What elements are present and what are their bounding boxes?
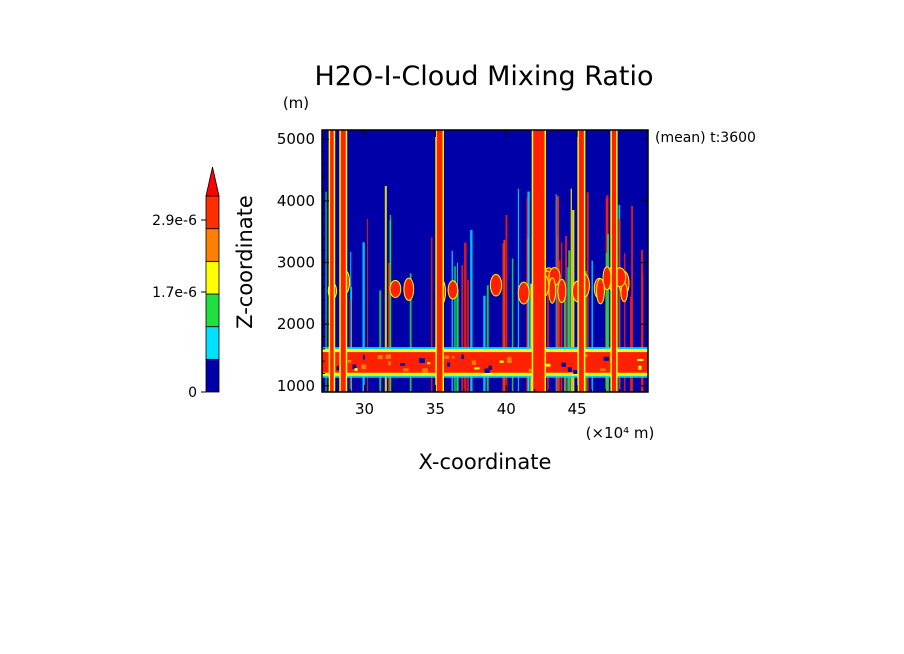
layer-texture: [444, 355, 450, 359]
layer-texture: [474, 367, 480, 370]
layer-texture: [403, 368, 409, 372]
layer-texture: [567, 367, 572, 372]
layer-texture: [451, 356, 455, 359]
y-tick-label: 3000: [277, 254, 315, 272]
layer-texture: [637, 358, 644, 362]
cloud-tower: [611, 130, 617, 392]
layer-texture: [427, 362, 431, 365]
layer-texture: [499, 360, 504, 363]
y-tick-label: 5000: [277, 130, 315, 148]
field-blob: [557, 278, 567, 304]
layer-texture: [354, 368, 358, 371]
colorbar-label: 0: [188, 385, 197, 401]
x-axis-unit: (×10⁴ m): [586, 424, 655, 442]
layer-texture: [352, 364, 357, 369]
colorbar-segment: [205, 260, 220, 295]
cloud-tower: [436, 130, 443, 392]
colorbar-label: 1.7e-6: [152, 285, 197, 301]
layer-texture: [484, 368, 490, 373]
y-axis-label: Z-coordinate: [233, 195, 257, 329]
layer-texture: [528, 368, 534, 372]
layer-texture: [506, 357, 512, 362]
y-unit-label: (m): [283, 94, 309, 112]
layer-texture: [561, 362, 566, 367]
colorbar-segment: [205, 358, 220, 393]
layer-texture: [347, 359, 352, 363]
field-blob: [489, 273, 503, 297]
layer-texture: [488, 365, 493, 370]
cloud-tower: [578, 130, 584, 392]
layer-texture: [447, 362, 451, 367]
cloud-tower: [340, 130, 346, 392]
colorbar-segment: [205, 195, 220, 230]
layer-texture: [362, 354, 365, 360]
layer-texture: [600, 368, 606, 372]
layer-texture: [399, 362, 406, 366]
colorbar-segment: [205, 326, 220, 360]
layer-texture: [573, 370, 579, 374]
field-blob: [447, 280, 459, 300]
layer-texture: [638, 365, 642, 370]
field-blob: [517, 281, 530, 305]
layer-texture: [377, 355, 383, 360]
layer-texture: [471, 360, 477, 365]
x-tick-label: 45: [568, 400, 587, 418]
cloud-tower: [330, 130, 334, 392]
x-tick-label: 30: [355, 400, 374, 418]
x-tick-label: 35: [426, 400, 445, 418]
chart-title: H2O-I-Cloud Mixing Ratio: [314, 61, 653, 92]
layer-texture: [418, 358, 424, 362]
colorbar-segment: [205, 293, 220, 328]
colorbar-segment: [205, 228, 220, 262]
colorbar-label: 2.9e-6: [152, 213, 197, 229]
layer-texture: [361, 364, 367, 370]
layer-texture: [388, 361, 391, 366]
colorbar: 0 1.7e-6 2.9e-6: [152, 166, 220, 401]
x-tick-label: 40: [497, 400, 516, 418]
layer-texture: [603, 356, 610, 361]
layer-texture: [385, 354, 391, 359]
y-tick-label: 1000: [277, 377, 315, 395]
colorbar-extend-arrow: [205, 166, 220, 197]
layer-texture: [422, 368, 428, 373]
plot-area: [321, 129, 649, 393]
y-tick-label: 4000: [277, 192, 315, 210]
layer-texture: [544, 363, 551, 367]
field-blob: [548, 277, 557, 304]
field-blob: [403, 277, 415, 301]
y-tick-label: 2000: [277, 315, 315, 333]
plot-frame: [321, 129, 649, 393]
layer-texture: [461, 354, 465, 359]
annotation-label: (mean) t:3600: [655, 130, 756, 146]
x-axis-label: X-coordinate: [419, 450, 552, 474]
field-blob: [389, 279, 402, 298]
field-blob: [596, 278, 605, 305]
cloud-layer: [322, 352, 648, 373]
cloud-tower: [533, 130, 545, 392]
